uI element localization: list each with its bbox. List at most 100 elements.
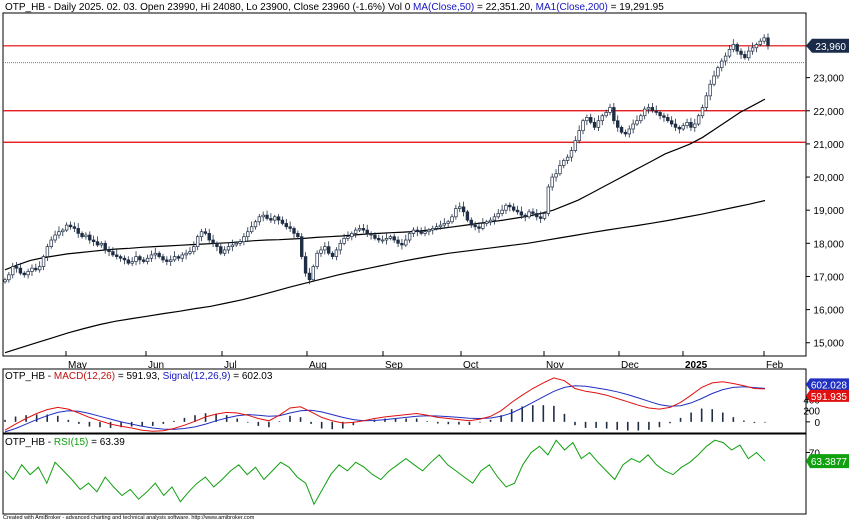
price-tick-label: 16,000 xyxy=(813,306,844,317)
candle-body xyxy=(446,221,450,224)
candle-body xyxy=(195,236,200,247)
x-tick-label: Aug xyxy=(309,360,327,371)
candle-body xyxy=(596,120,601,128)
candle-body xyxy=(673,123,678,128)
x-tick-label: Dec xyxy=(621,360,639,371)
candle-body xyxy=(161,256,165,261)
candle-body xyxy=(142,259,146,262)
candle-body xyxy=(288,226,292,229)
candle-body xyxy=(153,252,157,256)
candle-body xyxy=(589,117,593,123)
candle-body xyxy=(323,246,327,251)
candle-body xyxy=(91,239,96,243)
candle-body xyxy=(747,50,751,59)
signal-line xyxy=(4,385,766,433)
candle-body xyxy=(261,214,265,218)
macd-tick-label: 200 xyxy=(803,407,820,418)
candle-body xyxy=(330,252,335,257)
macd-lines xyxy=(4,377,766,433)
price-tick-label: 23,000 xyxy=(813,74,844,85)
candle-body xyxy=(608,107,612,113)
candle-body xyxy=(76,228,80,234)
header-ma50-label: MA(Close,50) xyxy=(413,2,474,13)
candle-body xyxy=(423,231,427,234)
candle-body xyxy=(192,246,196,252)
candle-body xyxy=(222,249,227,254)
candle-body xyxy=(257,216,262,223)
candle-body xyxy=(249,226,254,233)
candle-body xyxy=(662,115,666,118)
candle-body xyxy=(650,107,655,112)
candle-body xyxy=(438,224,443,228)
candle-body xyxy=(84,234,88,238)
candle-body xyxy=(562,160,566,166)
candle-body xyxy=(203,231,208,234)
x-tick-label: 2025 xyxy=(685,360,708,371)
candle-body xyxy=(176,256,181,259)
candle-body xyxy=(61,229,65,233)
macd-line xyxy=(4,377,766,432)
candle-body xyxy=(527,211,531,218)
ma50-line xyxy=(4,98,766,271)
candle-body xyxy=(72,226,77,229)
signal-tag-label: 602.028 xyxy=(811,380,848,391)
rsi-label: RSI(15) xyxy=(54,437,88,448)
candle-body xyxy=(519,211,524,216)
candle-body xyxy=(211,239,215,244)
candle-body xyxy=(411,229,416,234)
candle-body xyxy=(273,216,277,221)
candle-body xyxy=(353,229,358,234)
price-pane xyxy=(2,12,807,357)
rsi-tag-label: 63.3877 xyxy=(811,457,848,468)
candle-body xyxy=(326,246,331,254)
candle-body xyxy=(149,254,154,259)
candle-body xyxy=(49,239,53,247)
candle-body xyxy=(138,256,142,261)
candle-body xyxy=(712,75,716,85)
signal-label: Signal(12,26,9) xyxy=(163,371,231,382)
candle-body xyxy=(377,238,381,241)
candle-body xyxy=(550,176,554,188)
rsi-tag-shape xyxy=(806,454,849,469)
candle-body xyxy=(642,108,647,117)
candle-body xyxy=(207,233,211,241)
candle-body xyxy=(689,122,693,128)
candle-body xyxy=(735,44,739,52)
horizontal-lines xyxy=(3,45,806,143)
candle-body xyxy=(639,115,643,122)
candle-body xyxy=(57,231,61,236)
candle-body xyxy=(573,140,578,151)
candle-body xyxy=(750,47,755,52)
footer-credit: Created with AmiBroker - advanced charti… xyxy=(3,515,255,521)
candle-body xyxy=(400,242,404,246)
candle-body xyxy=(511,206,516,211)
candle-body xyxy=(388,236,393,239)
candle-body xyxy=(64,224,69,231)
candle-body xyxy=(500,209,504,214)
candle-body xyxy=(45,246,50,257)
candle-body xyxy=(612,107,616,122)
rsi-axis: 70 xyxy=(806,448,820,459)
candle-body xyxy=(115,254,119,257)
candle-body xyxy=(631,123,635,130)
candle-body xyxy=(184,252,188,256)
macd-pane xyxy=(2,368,807,434)
candle-body xyxy=(265,214,269,219)
candle-body xyxy=(169,259,173,262)
candle-body xyxy=(484,221,489,224)
candle-body xyxy=(492,216,497,221)
candle-body xyxy=(296,233,300,238)
x-tick-label: May xyxy=(68,360,87,371)
candle-body xyxy=(669,120,674,125)
candle-body xyxy=(41,256,46,267)
candle-body xyxy=(242,236,246,243)
candle-body xyxy=(619,126,624,133)
candle-body xyxy=(558,165,562,175)
candle-body xyxy=(600,115,604,122)
candle-body xyxy=(246,231,250,238)
candle-body xyxy=(481,223,485,229)
candle-body xyxy=(442,223,447,226)
candle-body xyxy=(708,83,712,97)
macd-prefix: OTP_HB - xyxy=(5,371,54,382)
